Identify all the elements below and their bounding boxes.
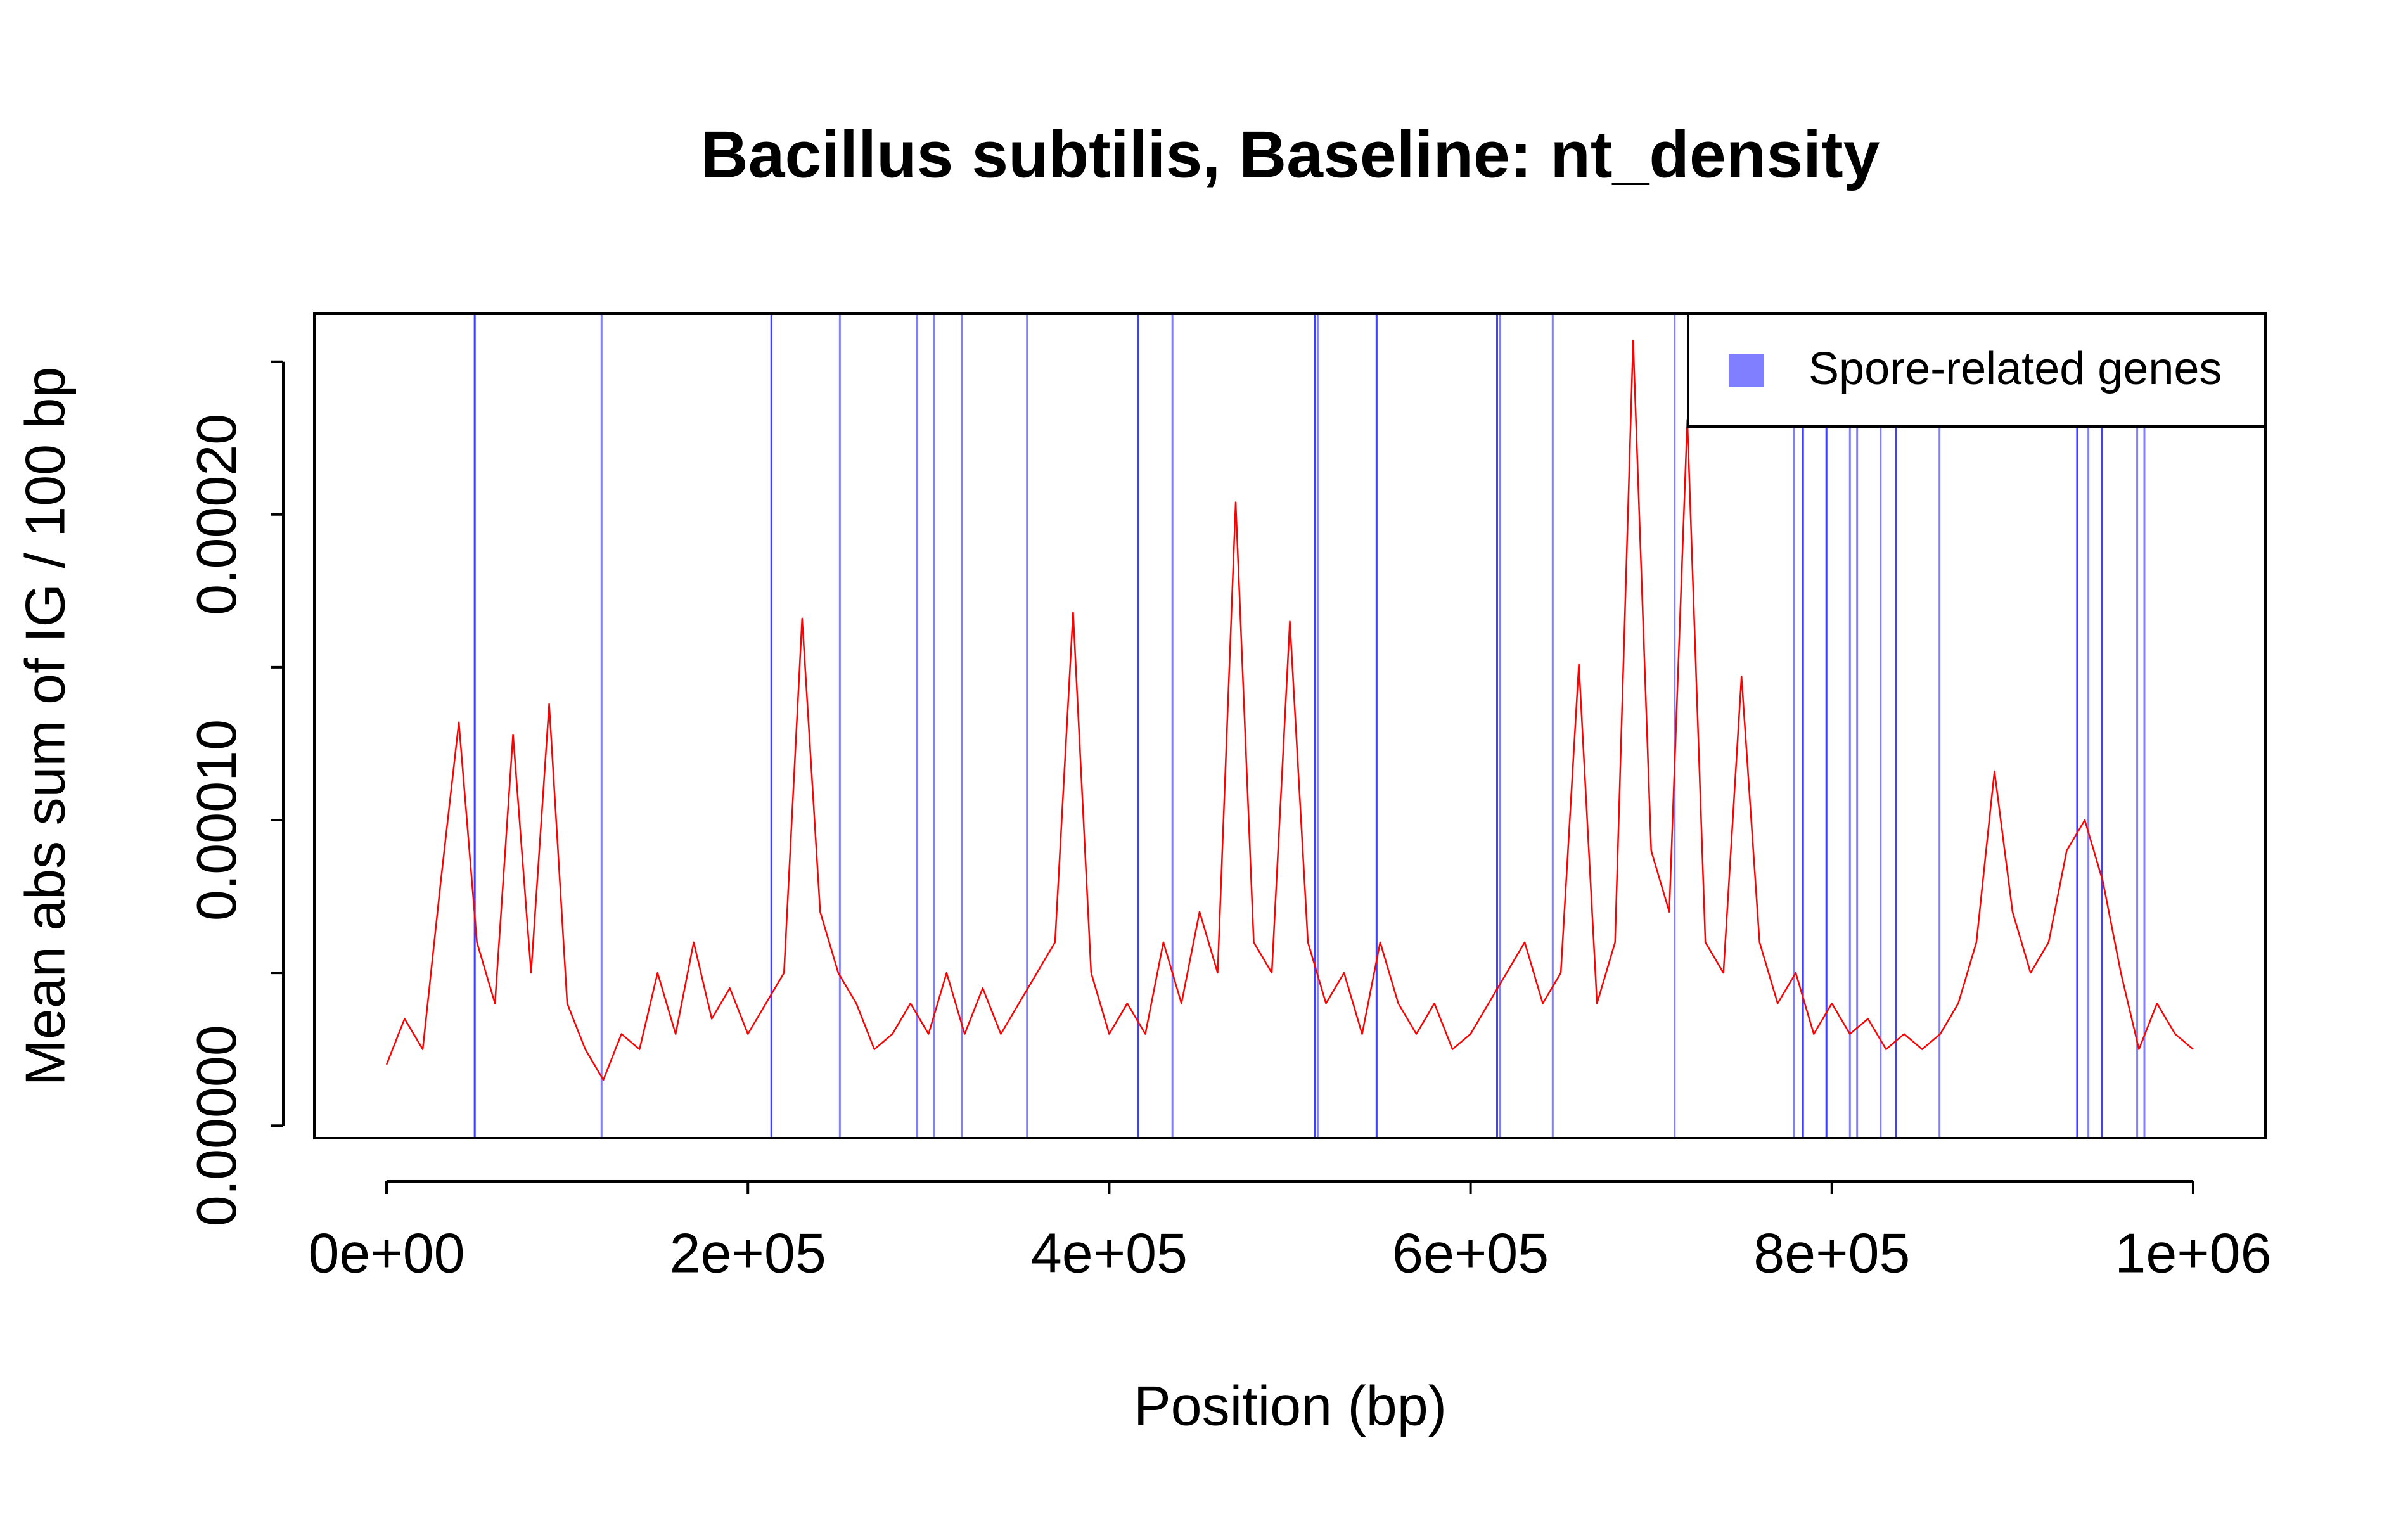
- y-tick-label: 0.00010: [185, 719, 248, 921]
- y-axis-label: Mean abs sum of IG / 100 bp: [13, 367, 76, 1086]
- data-line: [385, 339, 2194, 1081]
- chart-title: Bacillus subtilis, Baseline: nt_density: [701, 118, 1880, 191]
- legend-swatch: [1729, 354, 1764, 387]
- y-tick-label: 0.00000: [185, 1025, 248, 1226]
- x-tick-label: 4e+05: [1031, 1221, 1188, 1284]
- y-tick-label: 0.00020: [185, 414, 248, 615]
- x-tick-label: 8e+05: [1753, 1221, 1910, 1284]
- x-tick-label: 1e+06: [2115, 1221, 2271, 1284]
- legend-label: Spore-related genes: [1809, 343, 2222, 394]
- x-axis-label: Position (bp): [1134, 1374, 1447, 1437]
- legend-box: [1687, 312, 2267, 428]
- x-tick-label: 6e+05: [1392, 1221, 1549, 1284]
- x-tick-label: 0e+00: [308, 1221, 464, 1284]
- plot-box: [313, 312, 2267, 1139]
- x-tick-label: 2e+05: [670, 1221, 826, 1284]
